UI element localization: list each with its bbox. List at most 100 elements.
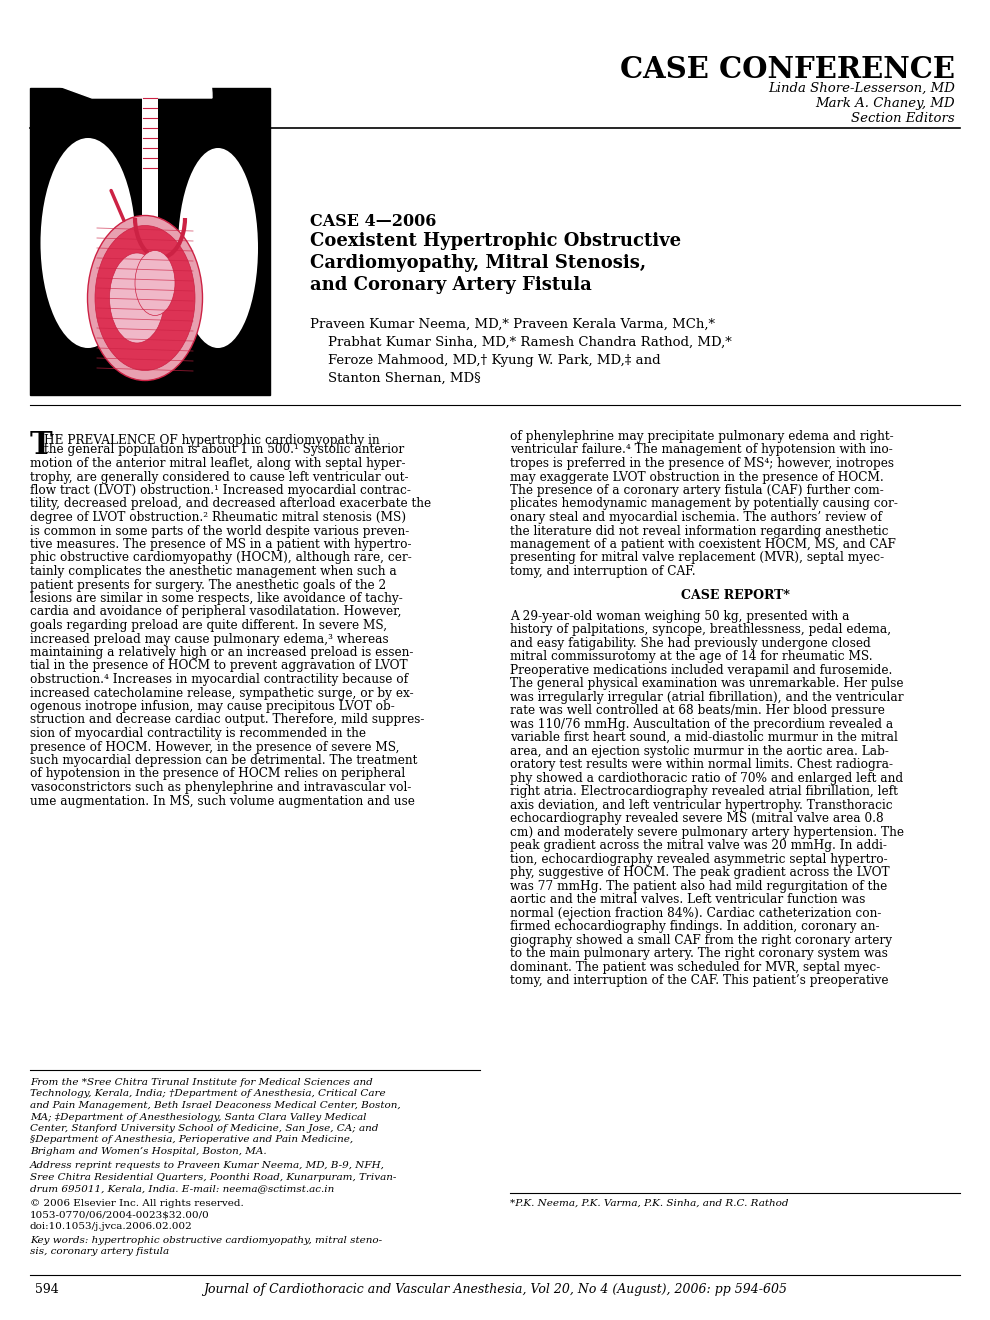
Text: phic obstructive cardiomyopathy (HOCM), although rare, cer-: phic obstructive cardiomyopathy (HOCM), … [30, 552, 412, 565]
Text: Technology, Kerala, India; †Department of Anesthesia, Critical Care: Technology, Kerala, India; †Department o… [30, 1089, 386, 1098]
Text: flow tract (LVOT) obstruction.¹ Increased myocardial contrac-: flow tract (LVOT) obstruction.¹ Increase… [30, 484, 411, 498]
Text: tive measures. The presence of MS in a patient with hypertro-: tive measures. The presence of MS in a p… [30, 539, 412, 550]
Text: Brigham and Women’s Hospital, Boston, MA.: Brigham and Women’s Hospital, Boston, MA… [30, 1147, 266, 1156]
Text: T: T [30, 430, 52, 461]
Text: aortic and the mitral valves. Left ventricular function was: aortic and the mitral valves. Left ventr… [510, 894, 865, 906]
Text: phy, suggestive of HOCM. The peak gradient across the LVOT: phy, suggestive of HOCM. The peak gradie… [510, 866, 890, 879]
Text: Address reprint requests to Praveen Kumar Neema, MD, B-9, NFH,: Address reprint requests to Praveen Kuma… [30, 1162, 385, 1171]
Text: HE PREVALENCE OF hypertrophic cardiomyopathy in: HE PREVALENCE OF hypertrophic cardiomyop… [44, 434, 379, 447]
Text: cm) and moderately severe pulmonary artery hypertension. The: cm) and moderately severe pulmonary arte… [510, 825, 904, 838]
Bar [142, 88, 158, 257]
Text: CASE CONFERENCE: CASE CONFERENCE [620, 55, 955, 84]
Text: degree of LVOT obstruction.² Rheumatic mitral stenosis (MS): degree of LVOT obstruction.² Rheumatic m… [30, 511, 406, 524]
Text: Center, Stanford University School of Medicine, San Jose, CA; and: Center, Stanford University School of Me… [30, 1125, 378, 1133]
Text: and Coronary Artery Fistula: and Coronary Artery Fistula [310, 276, 592, 294]
Text: to the main pulmonary artery. The right coronary system was: to the main pulmonary artery. The right … [510, 946, 888, 960]
Text: tility, decreased preload, and decreased afterload exacerbate the: tility, decreased preload, and decreased… [30, 498, 431, 511]
Text: CASE 4—2006: CASE 4—2006 [310, 213, 437, 230]
Text: oratory test results were within normal limits. Chest radiogra-: oratory test results were within normal … [510, 758, 893, 771]
Text: sis, coronary artery fistula: sis, coronary artery fistula [30, 1247, 169, 1257]
Text: increased catecholamine release, sympathetic surge, or by ex-: increased catecholamine release, sympath… [30, 686, 414, 700]
Text: giography showed a small CAF from the right coronary artery: giography showed a small CAF from the ri… [510, 933, 892, 946]
Text: patient presents for surgery. The anesthetic goals of the 2: patient presents for surgery. The anesth… [30, 578, 386, 591]
Text: Praveen Kumar Neema, MD,* Praveen Kerala Varma, MCh,*: Praveen Kumar Neema, MD,* Praveen Kerala… [310, 318, 715, 331]
Text: Key words: hypertrophic obstructive cardiomyopathy, mitral steno-: Key words: hypertrophic obstructive card… [30, 1236, 382, 1245]
Text: normal (ejection fraction 84%). Cardiac catheterization con-: normal (ejection fraction 84%). Cardiac … [510, 907, 881, 920]
Text: 1053-0770/06/2004-0023$32.00/0: 1053-0770/06/2004-0023$32.00/0 [30, 1210, 210, 1220]
Text: Preoperative medications included verapamil and furosemide.: Preoperative medications included verapa… [510, 664, 892, 677]
Text: and easy fatigability. She had previously undergone closed: and easy fatigability. She had previousl… [510, 636, 871, 649]
Text: © 2006 Elsevier Inc. All rights reserved.: © 2006 Elsevier Inc. All rights reserved… [30, 1199, 244, 1208]
Ellipse shape [178, 148, 258, 348]
Text: *P.K. Neema, P.K. Varma, P.K. Sinha, and R.C. Rathod: *P.K. Neema, P.K. Varma, P.K. Sinha, and… [510, 1199, 788, 1208]
Text: phy showed a cardiothoracic ratio of 70% and enlarged left and: phy showed a cardiothoracic ratio of 70%… [510, 772, 903, 784]
Wedge shape [0, 0, 212, 98]
Text: struction and decrease cardiac output. Therefore, mild suppres-: struction and decrease cardiac output. T… [30, 714, 425, 726]
Text: was 77 mmHg. The patient also had mild regurgitation of the: was 77 mmHg. The patient also had mild r… [510, 879, 887, 892]
Text: ume augmentation. In MS, such volume augmentation and use: ume augmentation. In MS, such volume aug… [30, 795, 415, 808]
Text: and Pain Management, Beth Israel Deaconess Medical Center, Boston,: and Pain Management, Beth Israel Deacone… [30, 1101, 401, 1110]
Text: dominant. The patient was scheduled for MVR, septal myec-: dominant. The patient was scheduled for … [510, 961, 880, 974]
Text: lesions are similar in some respects, like avoidance of tachy-: lesions are similar in some respects, li… [30, 591, 403, 605]
Text: echocardiography revealed severe MS (mitral valve area 0.8: echocardiography revealed severe MS (mit… [510, 812, 884, 825]
Text: presenting for mitral valve replacement (MVR), septal myec-: presenting for mitral valve replacement … [510, 552, 884, 565]
Ellipse shape [87, 215, 203, 380]
Ellipse shape [95, 226, 195, 371]
Text: firmed echocardiography findings. In addition, coronary an-: firmed echocardiography findings. In add… [510, 920, 879, 933]
Text: Feroze Mahmood, MD,† Kyung W. Park, MD,‡ and: Feroze Mahmood, MD,† Kyung W. Park, MD,‡… [328, 354, 660, 367]
Text: From the *Sree Chitra Tirunal Institute for Medical Sciences and: From the *Sree Chitra Tirunal Institute … [30, 1078, 373, 1086]
Text: Journal of Cardiothoracic and Vascular Anesthesia, Vol 20, No 4 (August), 2006: : Journal of Cardiothoracic and Vascular A… [203, 1283, 787, 1296]
Text: ogenous inotrope infusion, may cause precipitous LVOT ob-: ogenous inotrope infusion, may cause pre… [30, 700, 395, 713]
Text: Coexistent Hypertrophic Obstructive: Coexistent Hypertrophic Obstructive [310, 232, 681, 249]
Text: of phenylephrine may precipitate pulmonary edema and right-: of phenylephrine may precipitate pulmona… [510, 430, 894, 444]
Text: Prabhat Kumar Sinha, MD,* Ramesh Chandra Rathod, MD,*: Prabhat Kumar Sinha, MD,* Ramesh Chandra… [328, 337, 732, 348]
Text: tropes is preferred in the presence of MS⁴; however, inotropes: tropes is preferred in the presence of M… [510, 457, 894, 470]
Bar [30, 88, 270, 395]
Text: Cardiomyopathy, Mitral Stenosis,: Cardiomyopathy, Mitral Stenosis, [310, 253, 646, 272]
Text: goals regarding preload are quite different. In severe MS,: goals regarding preload are quite differ… [30, 619, 387, 632]
FancyArrowPatch shape [111, 190, 124, 220]
Text: tion, echocardiography revealed asymmetric septal hypertro-: tion, echocardiography revealed asymmetr… [510, 853, 888, 866]
Text: doi:10.1053/j.jvca.2006.02.002: doi:10.1053/j.jvca.2006.02.002 [30, 1222, 193, 1232]
Text: the general population is about 1 in 500.¹ Systolic anterior: the general population is about 1 in 500… [44, 444, 404, 457]
Text: vasoconstrictors such as phenylephrine and intravascular vol-: vasoconstrictors such as phenylephrine a… [30, 781, 412, 795]
Text: obstruction.⁴ Increases in myocardial contractility because of: obstruction.⁴ Increases in myocardial co… [30, 673, 408, 686]
Text: may exaggerate LVOT obstruction in the presence of HOCM.: may exaggerate LVOT obstruction in the p… [510, 470, 884, 483]
Text: maintaining a relatively high or an increased preload is essen-: maintaining a relatively high or an incr… [30, 645, 414, 659]
Text: right atria. Electrocardiography revealed atrial fibrillation, left: right atria. Electrocardiography reveale… [510, 785, 898, 799]
Text: tainly complicates the anesthetic management when such a: tainly complicates the anesthetic manage… [30, 565, 397, 578]
Text: of hypotension in the presence of HOCM relies on peripheral: of hypotension in the presence of HOCM r… [30, 767, 405, 780]
Text: cardia and avoidance of peripheral vasodilatation. However,: cardia and avoidance of peripheral vasod… [30, 606, 402, 619]
Text: tial in the presence of HOCM to prevent aggravation of LVOT: tial in the presence of HOCM to prevent … [30, 660, 408, 672]
Text: Section Editors: Section Editors [851, 112, 955, 125]
Text: 594: 594 [35, 1283, 58, 1296]
Text: mitral commissurotomy at the age of 14 for rheumatic MS.: mitral commissurotomy at the age of 14 f… [510, 649, 872, 663]
Text: Stanton Shernan, MD§: Stanton Shernan, MD§ [328, 372, 481, 385]
Text: Sree Chitra Residential Quarters, Poonthi Road, Kunarpuram, Trivan-: Sree Chitra Residential Quarters, Poonth… [30, 1173, 396, 1181]
Text: variable first heart sound, a mid-diastolic murmur in the mitral: variable first heart sound, a mid-diasto… [510, 731, 898, 744]
Text: peak gradient across the mitral valve was 20 mmHg. In addi-: peak gradient across the mitral valve wa… [510, 840, 887, 851]
Text: tomy, and interruption of CAF.: tomy, and interruption of CAF. [510, 565, 696, 578]
Text: CASE REPORT*: CASE REPORT* [680, 589, 789, 602]
Text: A 29-year-old woman weighing 50 kg, presented with a: A 29-year-old woman weighing 50 kg, pres… [510, 610, 849, 623]
Text: history of palpitations, syncope, breathlessness, pedal edema,: history of palpitations, syncope, breath… [510, 623, 891, 636]
Text: plicates hemodynamic management by potentially causing cor-: plicates hemodynamic management by poten… [510, 498, 898, 511]
Text: is common in some parts of the world despite various preven-: is common in some parts of the world des… [30, 524, 409, 537]
Text: area, and an ejection systolic murmur in the aortic area. Lab-: area, and an ejection systolic murmur in… [510, 744, 889, 758]
Text: onary steal and myocardial ischemia. The authors’ review of: onary steal and myocardial ischemia. The… [510, 511, 882, 524]
Text: such myocardial depression can be detrimental. The treatment: such myocardial depression can be detrim… [30, 754, 418, 767]
Text: tomy, and interruption of the CAF. This patient’s preoperative: tomy, and interruption of the CAF. This … [510, 974, 888, 987]
Text: increased preload may cause pulmonary edema,³ whereas: increased preload may cause pulmonary ed… [30, 632, 389, 645]
Text: axis deviation, and left ventricular hypertrophy. Transthoracic: axis deviation, and left ventricular hyp… [510, 799, 893, 812]
Text: management of a patient with coexistent HOCM, MS, and CAF: management of a patient with coexistent … [510, 539, 896, 550]
Text: sion of myocardial contractility is recommended in the: sion of myocardial contractility is reco… [30, 727, 366, 741]
Text: Linda Shore-Lesserson, MD: Linda Shore-Lesserson, MD [768, 82, 955, 95]
Text: rate was well controlled at 68 beats/min. Her blood pressure: rate was well controlled at 68 beats/min… [510, 704, 885, 717]
Ellipse shape [41, 139, 136, 348]
Text: drum 695011, Kerala, India. E-mail: neema@sctimst.ac.in: drum 695011, Kerala, India. E-mail: neem… [30, 1184, 335, 1193]
Text: the literature did not reveal information regarding anesthetic: the literature did not reveal informatio… [510, 524, 888, 537]
Text: ventricular failure.⁴ The management of hypotension with ino-: ventricular failure.⁴ The management of … [510, 444, 893, 457]
Text: was irregularly irregular (atrial fibrillation), and the ventricular: was irregularly irregular (atrial fibril… [510, 690, 904, 704]
Text: §Department of Anesthesia, Perioperative and Pain Medicine,: §Department of Anesthesia, Perioperative… [30, 1135, 353, 1144]
Ellipse shape [110, 253, 164, 343]
